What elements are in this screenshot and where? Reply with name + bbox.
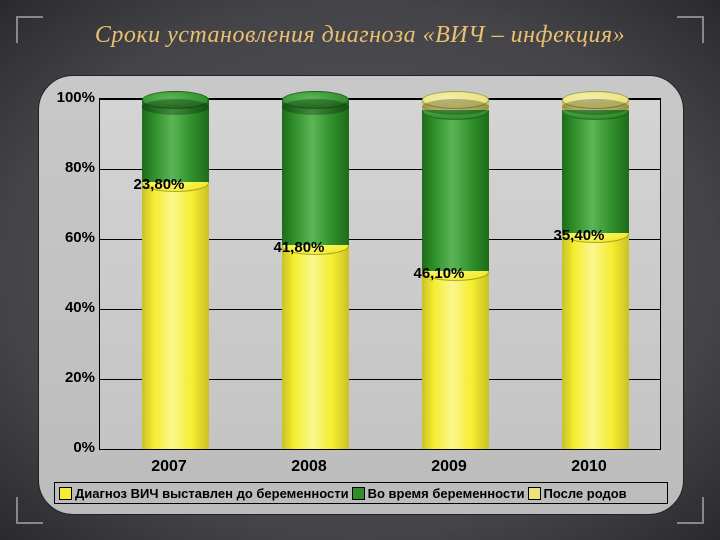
- bar: [142, 99, 209, 449]
- y-axis-tick: 60%: [43, 229, 95, 246]
- bar: [282, 99, 349, 449]
- y-axis-tick: 0%: [43, 439, 95, 456]
- y-axis-tick: 40%: [43, 299, 95, 316]
- legend-label: Диагноз ВИЧ выставлен до беременности: [75, 486, 349, 501]
- x-axis-tick: 2009: [379, 458, 519, 476]
- frame-corner: [16, 497, 43, 524]
- x-axis-tick: 2007: [99, 458, 239, 476]
- bar-segment: [562, 225, 629, 449]
- chart-container: 23,80% 41,80% 46,10% 35,40% Диагноз ВИЧ выс…: [38, 75, 684, 515]
- y-axis-tick: 100%: [43, 89, 95, 106]
- x-axis-tick: 2008: [239, 458, 379, 476]
- plot-area: 23,80% 41,80% 46,10% 35,40%: [99, 98, 661, 450]
- legend-label: Во время беременности: [368, 486, 525, 501]
- value-label: 23,80%: [134, 176, 185, 193]
- x-axis-tick: 2010: [519, 458, 659, 476]
- value-label: 35,40%: [554, 227, 605, 244]
- legend: Диагноз ВИЧ выставлен до беременности Во …: [54, 482, 668, 504]
- bar-segment: [422, 263, 489, 449]
- bar-segment: [282, 237, 349, 449]
- value-label: 41,80%: [274, 239, 325, 256]
- bar: [562, 99, 629, 449]
- frame-corner: [677, 497, 704, 524]
- slide: Сроки установления диагноза «ВИЧ – инфек…: [0, 0, 720, 540]
- bar-segment: [422, 102, 489, 271]
- bar-segment: [562, 102, 629, 234]
- legend-label: После родов: [544, 486, 627, 501]
- bar-segment: [142, 174, 209, 449]
- y-axis-tick: 80%: [43, 159, 95, 176]
- y-axis-tick: 20%: [43, 369, 95, 386]
- legend-swatch: [352, 487, 365, 500]
- legend-swatch: [528, 487, 541, 500]
- legend-swatch: [59, 487, 72, 500]
- value-label: 46,10%: [414, 265, 465, 282]
- slide-title: Сроки установления диагноза «ВИЧ – инфек…: [0, 22, 720, 49]
